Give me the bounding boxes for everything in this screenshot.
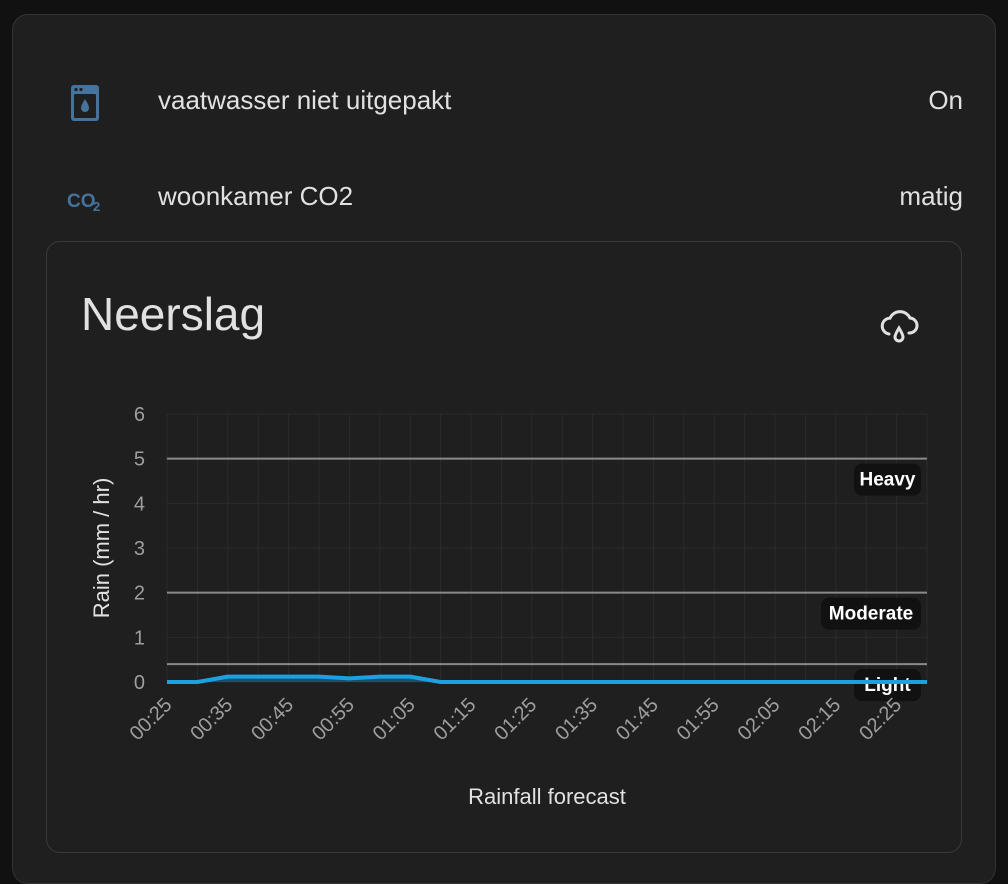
x-axis-title: Rainfall forecast [468, 784, 626, 809]
entity-state: matig [899, 181, 963, 211]
entity-row-co2[interactable]: CO 2 woonkamer CO2 matig [13, 171, 997, 221]
x-tick-label: 00:25 [126, 694, 177, 745]
svg-text:CO: CO [67, 191, 96, 212]
y-tick-label: 6 [134, 404, 145, 426]
x-tick-label: 02:05 [734, 694, 785, 745]
y-tick-label: 0 [134, 672, 145, 694]
x-tick-label: 01:05 [369, 694, 420, 745]
threshold-label: Moderate [829, 604, 913, 625]
x-tick-label: 01:55 [673, 694, 724, 745]
x-tick-label: 00:55 [308, 694, 359, 745]
co2-icon: CO 2 [67, 191, 100, 214]
threshold-label-badge [854, 463, 921, 496]
y-axis-title: Rain (mm / hr) [89, 478, 114, 619]
dishwasher-icon [71, 85, 99, 121]
entities-card: vaatwasser niet uitgepakt On CO 2 woonka… [12, 14, 996, 884]
series-line [167, 674, 927, 684]
entity-state: On [928, 85, 963, 115]
entity-name: woonkamer CO2 [158, 181, 354, 211]
card-title: Neerslag [81, 288, 266, 340]
y-tick-label: 5 [134, 449, 145, 471]
x-tick-label: 01:15 [430, 694, 481, 745]
svg-text:2: 2 [93, 199, 100, 214]
y-tick-label: 4 [134, 493, 145, 515]
threshold-label-badge [821, 597, 921, 630]
x-tick-label: 02:25 [855, 694, 906, 745]
x-tick-label: 00:35 [186, 694, 237, 745]
rain-chart: 0 1 2 3 4 5 6 Heavy Moderate Light 00:25 00:35 00:45… [89, 404, 928, 809]
y-tick-label: 3 [134, 538, 145, 560]
entity-name: vaatwasser niet uitgepakt [158, 85, 452, 115]
threshold-label: Heavy [860, 470, 916, 491]
x-tick-label: 01:45 [612, 694, 663, 745]
x-tick-label: 02:15 [794, 694, 845, 745]
y-tick-label: 1 [134, 627, 145, 649]
y-tick-label: 2 [134, 583, 145, 605]
threshold-label: Light [864, 675, 911, 696]
threshold-label-badge [854, 669, 921, 702]
rain-forecast-card[interactable]: Neerslag 0 1 2 3 4 5 6 Heavy Moderate Light 00:25 0… [46, 241, 962, 853]
x-tick-label: 01:25 [490, 694, 541, 745]
x-tick-label: 00:45 [247, 694, 298, 745]
entity-row-dishwasher[interactable]: vaatwasser niet uitgepakt On [13, 75, 997, 125]
x-tick-label: 01:35 [551, 694, 602, 745]
weather-pouring-icon [880, 310, 919, 343]
